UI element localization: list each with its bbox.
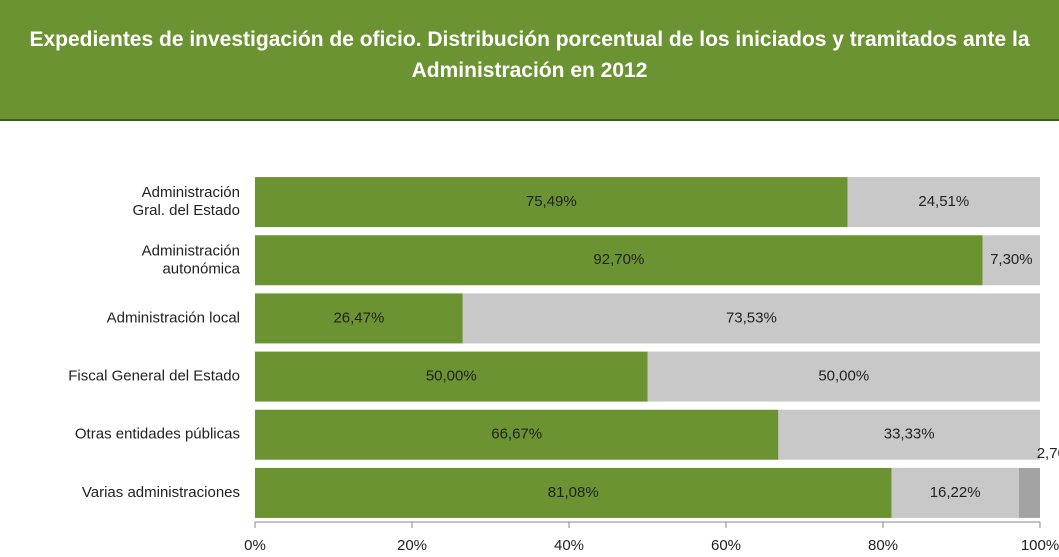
y-tick-label: Fiscal General del Estado	[68, 368, 240, 385]
bar-segment	[255, 293, 463, 344]
bar-segment	[462, 293, 1040, 344]
bar-segment	[1018, 467, 1040, 518]
x-tick-label: 80%	[868, 537, 898, 554]
value-label: 33,33%	[884, 426, 935, 443]
bar-segment	[255, 177, 848, 228]
value-label: 92,70%	[593, 251, 644, 268]
bar-segment	[647, 351, 1040, 402]
x-tick-label: 100%	[1021, 537, 1059, 554]
x-tick-label: 0%	[244, 537, 266, 554]
y-tick-label: Administración Gral. del Estado	[132, 184, 240, 219]
value-label: 66,67%	[491, 426, 542, 443]
value-label: 26,47%	[333, 309, 384, 326]
bar-segment	[255, 351, 648, 402]
value-label: 50,00%	[818, 368, 869, 385]
bar-segment	[982, 235, 1040, 286]
x-tick-label: 60%	[711, 537, 741, 554]
value-label: 75,49%	[526, 193, 577, 210]
value-label: 73,53%	[726, 309, 777, 326]
y-tick-label: Varias administraciones	[82, 484, 240, 501]
value-label: 24,51%	[918, 193, 969, 210]
value-label: 50,00%	[426, 368, 477, 385]
bar-segment	[778, 409, 1040, 460]
bar-segment	[255, 467, 892, 518]
bar-segment	[891, 467, 1019, 518]
bar-segment	[255, 409, 779, 460]
y-tick-label: Otras entidades públicas	[75, 426, 240, 443]
value-label: 2,70%	[1037, 445, 1059, 462]
value-label: 7,30%	[990, 251, 1033, 268]
y-tick-label: Administración local	[107, 309, 240, 326]
x-tick-label: 40%	[554, 537, 584, 554]
value-label: 16,22%	[930, 484, 981, 501]
header: Expedientes de investigación de oficio. …	[0, 0, 1059, 121]
value-label: 81,08%	[548, 484, 599, 501]
x-tick-label: 20%	[397, 537, 427, 554]
y-tick-label: Administración autonómica	[142, 242, 241, 277]
bar-segment	[255, 235, 983, 286]
chart-title: Expedientes de investigación de oficio. …	[29, 28, 1030, 82]
bar-segment	[847, 177, 1040, 228]
